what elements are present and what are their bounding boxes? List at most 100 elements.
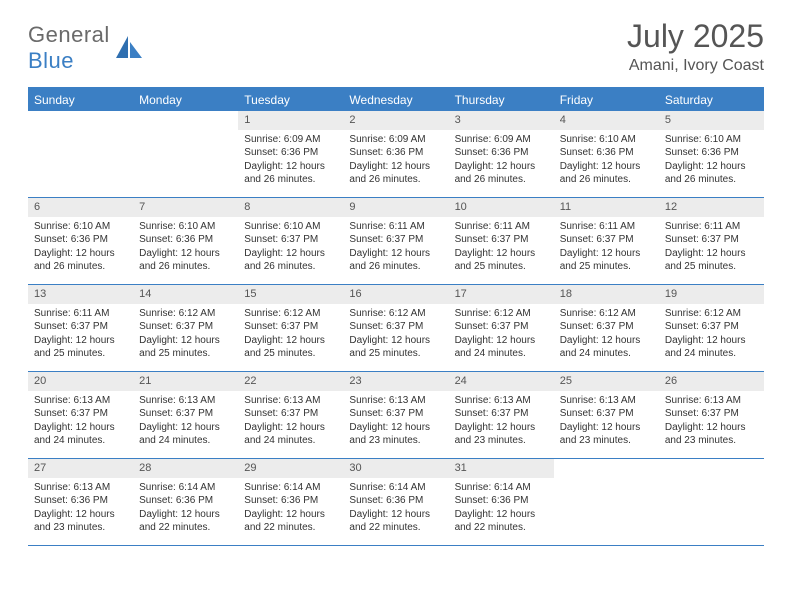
sunset-text: Sunset: 6:36 PM [455,146,548,160]
daylight-text: Daylight: 12 hours and 24 minutes. [665,334,758,361]
day-cell: 31Sunrise: 6:14 AMSunset: 6:36 PMDayligh… [449,459,554,545]
sunrise-text: Sunrise: 6:11 AM [560,220,653,234]
sunrise-text: Sunrise: 6:09 AM [349,133,442,147]
sunset-text: Sunset: 6:37 PM [349,233,442,247]
sunset-text: Sunset: 6:37 PM [665,233,758,247]
day-cell: 2Sunrise: 6:09 AMSunset: 6:36 PMDaylight… [343,111,448,197]
day-cell: 20Sunrise: 6:13 AMSunset: 6:37 PMDayligh… [28,372,133,458]
sunrise-text: Sunrise: 6:11 AM [34,307,127,321]
daylight-text: Daylight: 12 hours and 26 minutes. [665,160,758,187]
week-row: 13Sunrise: 6:11 AMSunset: 6:37 PMDayligh… [28,285,764,372]
day-number: 6 [28,198,133,217]
sunset-text: Sunset: 6:37 PM [455,407,548,421]
day-cell [659,459,764,545]
day-cell: 18Sunrise: 6:12 AMSunset: 6:37 PMDayligh… [554,285,659,371]
sunrise-text: Sunrise: 6:10 AM [665,133,758,147]
daylight-text: Daylight: 12 hours and 23 minutes. [349,421,442,448]
logo: General Blue [28,18,144,74]
sunrise-text: Sunrise: 6:13 AM [455,394,548,408]
sunset-text: Sunset: 6:36 PM [139,494,232,508]
day-name: Wednesday [343,89,448,111]
daylight-text: Daylight: 12 hours and 25 minutes. [34,334,127,361]
day-cell: 14Sunrise: 6:12 AMSunset: 6:37 PMDayligh… [133,285,238,371]
day-cell: 8Sunrise: 6:10 AMSunset: 6:37 PMDaylight… [238,198,343,284]
daylight-text: Daylight: 12 hours and 22 minutes. [244,508,337,535]
day-cell: 25Sunrise: 6:13 AMSunset: 6:37 PMDayligh… [554,372,659,458]
sunset-text: Sunset: 6:37 PM [560,407,653,421]
daylight-text: Daylight: 12 hours and 22 minutes. [139,508,232,535]
day-number: 30 [343,459,448,478]
sunrise-text: Sunrise: 6:14 AM [244,481,337,495]
day-number: 24 [449,372,554,391]
sunset-text: Sunset: 6:37 PM [349,320,442,334]
day-cell: 16Sunrise: 6:12 AMSunset: 6:37 PMDayligh… [343,285,448,371]
day-cell: 6Sunrise: 6:10 AMSunset: 6:36 PMDaylight… [28,198,133,284]
sunrise-text: Sunrise: 6:10 AM [139,220,232,234]
sunrise-text: Sunrise: 6:13 AM [349,394,442,408]
day-number: 9 [343,198,448,217]
sunset-text: Sunset: 6:37 PM [139,407,232,421]
day-number: 27 [28,459,133,478]
sunset-text: Sunset: 6:37 PM [244,233,337,247]
sunset-text: Sunset: 6:37 PM [244,320,337,334]
day-name: Tuesday [238,89,343,111]
day-cell: 15Sunrise: 6:12 AMSunset: 6:37 PMDayligh… [238,285,343,371]
daylight-text: Daylight: 12 hours and 25 minutes. [560,247,653,274]
day-number: 4 [554,111,659,130]
sunrise-text: Sunrise: 6:12 AM [244,307,337,321]
day-number: 2 [343,111,448,130]
day-number: 10 [449,198,554,217]
sunrise-text: Sunrise: 6:10 AM [34,220,127,234]
daylight-text: Daylight: 12 hours and 23 minutes. [560,421,653,448]
sunset-text: Sunset: 6:37 PM [665,320,758,334]
day-cell: 1Sunrise: 6:09 AMSunset: 6:36 PMDaylight… [238,111,343,197]
day-number: 15 [238,285,343,304]
day-number: 8 [238,198,343,217]
day-cell: 13 Sunrise: 6:11 AMSunset: 6:37 PMDayligh… [28,285,133,371]
sunrise-text: Sunrise: 6:12 AM [455,307,548,321]
day-number: 13 [28,285,133,304]
sunset-text: Sunset: 6:36 PM [244,494,337,508]
daylight-text: Daylight: 12 hours and 25 minutes. [349,334,442,361]
title-block: July 2025 Amani, Ivory Coast [627,18,764,75]
daylight-text: Daylight: 12 hours and 24 minutes. [139,421,232,448]
sunset-text: Sunset: 6:37 PM [560,320,653,334]
daylight-text: Daylight: 12 hours and 26 minutes. [455,160,548,187]
day-number [554,459,659,478]
day-cell: 12Sunrise: 6:11 AMSunset: 6:37 PMDayligh… [659,198,764,284]
day-number: 1 [238,111,343,130]
day-number: 23 [343,372,448,391]
daylight-text: Daylight: 12 hours and 26 minutes. [244,160,337,187]
sunrise-text: Sunrise: 6:12 AM [665,307,758,321]
daylight-text: Daylight: 12 hours and 26 minutes. [139,247,232,274]
sunset-text: Sunset: 6:36 PM [34,494,127,508]
logo-text-blue: Blue [28,48,74,73]
sunrise-text: Sunrise: 6:12 AM [560,307,653,321]
day-cell: 7Sunrise: 6:10 AMSunset: 6:36 PMDaylight… [133,198,238,284]
day-number: 18 [554,285,659,304]
daylight-text: Daylight: 12 hours and 22 minutes. [349,508,442,535]
day-cell: 24Sunrise: 6:13 AMSunset: 6:37 PMDayligh… [449,372,554,458]
daylight-text: Daylight: 12 hours and 23 minutes. [665,421,758,448]
day-cell: 19Sunrise: 6:12 AMSunset: 6:37 PMDayligh… [659,285,764,371]
day-number: 25 [554,372,659,391]
sunrise-text: Sunrise: 6:10 AM [560,133,653,147]
day-name: Friday [554,89,659,111]
day-cell: 10Sunrise: 6:11 AMSunset: 6:37 PMDayligh… [449,198,554,284]
day-cell: 21Sunrise: 6:13 AMSunset: 6:37 PMDayligh… [133,372,238,458]
day-cell: 11Sunrise: 6:11 AMSunset: 6:37 PMDayligh… [554,198,659,284]
daylight-text: Daylight: 12 hours and 24 minutes. [34,421,127,448]
sunrise-text: Sunrise: 6:13 AM [139,394,232,408]
sunrise-text: Sunrise: 6:11 AM [665,220,758,234]
daylight-text: Daylight: 12 hours and 26 minutes. [349,160,442,187]
daylight-text: Daylight: 12 hours and 22 minutes. [455,508,548,535]
daylight-text: Daylight: 12 hours and 24 minutes. [244,421,337,448]
day-cell: 26Sunrise: 6:13 AMSunset: 6:37 PMDayligh… [659,372,764,458]
sunset-text: Sunset: 6:36 PM [34,233,127,247]
daylight-text: Daylight: 12 hours and 26 minutes. [244,247,337,274]
day-name: Thursday [449,89,554,111]
day-number: 12 [659,198,764,217]
day-number: 3 [449,111,554,130]
sunset-text: Sunset: 6:37 PM [34,320,127,334]
daylight-text: Daylight: 12 hours and 23 minutes. [34,508,127,535]
